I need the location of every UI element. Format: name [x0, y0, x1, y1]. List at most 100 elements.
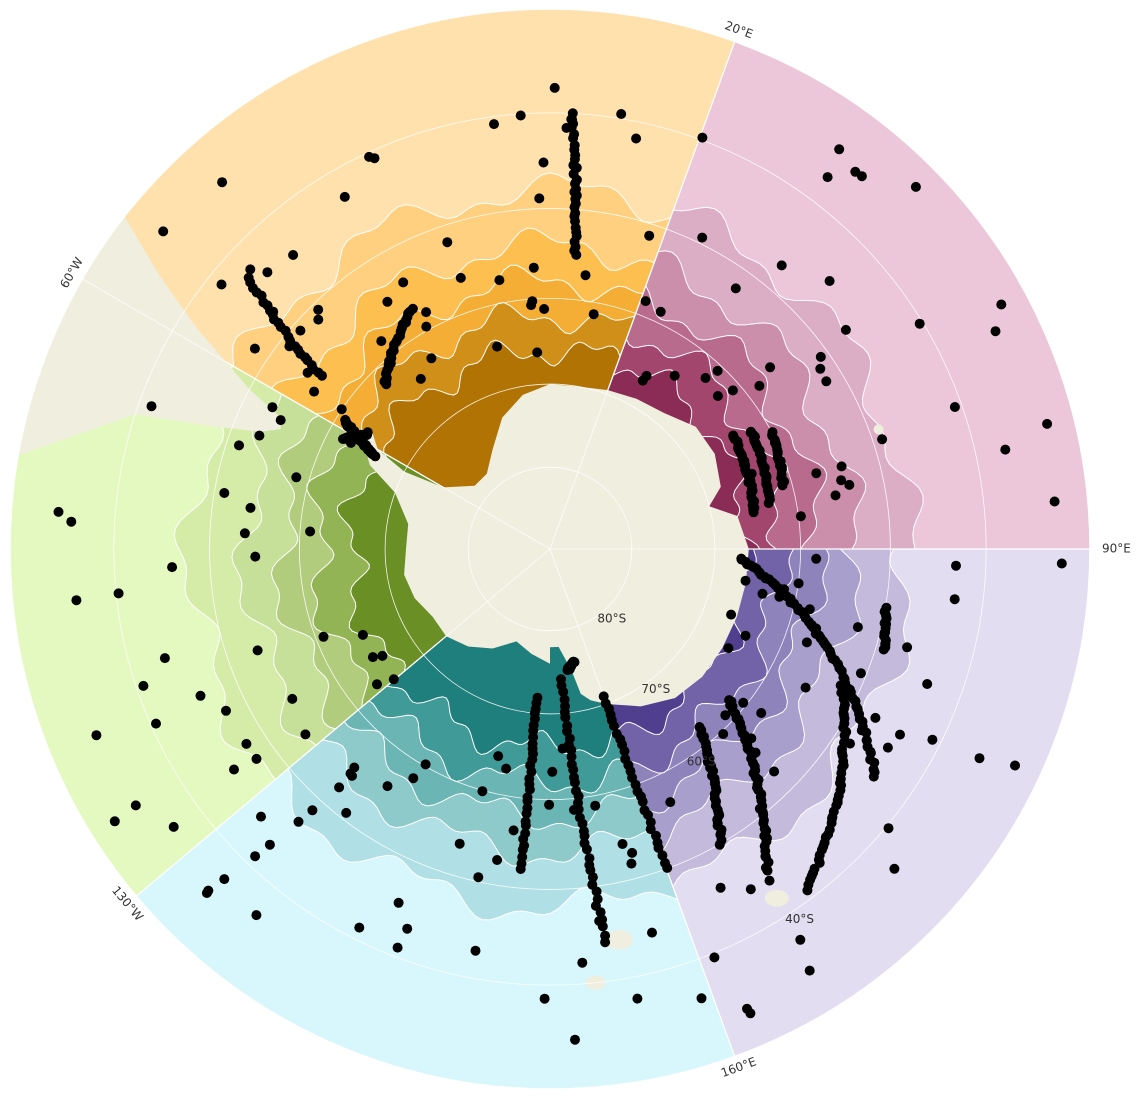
observation-point	[515, 110, 526, 121]
longitude-label: 90°E	[1102, 542, 1131, 556]
observation-point	[245, 264, 256, 275]
observation-point	[287, 693, 298, 704]
observation-point	[393, 897, 404, 908]
observation-point	[870, 712, 881, 723]
observation-point	[883, 823, 894, 834]
observation-point	[493, 751, 504, 762]
observation-point	[750, 747, 761, 758]
observation-point	[745, 1008, 756, 1019]
observation-point	[806, 620, 817, 631]
observation-point	[539, 304, 550, 314]
observation-point	[715, 882, 726, 893]
observation-point	[720, 710, 731, 721]
observation-point	[762, 865, 773, 876]
observation-point	[745, 884, 756, 895]
observation-point	[645, 824, 656, 835]
observation-point	[714, 839, 725, 850]
observation-point	[974, 753, 985, 764]
observation-point	[712, 391, 723, 401]
latitude-label: 80°S	[597, 611, 626, 625]
observation-point	[581, 844, 592, 855]
observation-point	[591, 886, 602, 897]
observation-point	[494, 275, 505, 286]
observation-point	[577, 818, 588, 829]
observation-point	[927, 734, 938, 745]
observation-point	[877, 434, 888, 445]
observation-point	[370, 451, 381, 462]
observation-point	[1042, 418, 1053, 429]
observation-point	[526, 300, 537, 311]
observation-point	[557, 743, 568, 754]
observation-point	[764, 875, 775, 886]
observation-point	[821, 376, 832, 387]
observation-point	[579, 831, 590, 841]
observation-point	[473, 872, 484, 883]
observation-point	[267, 402, 278, 413]
observation-point	[852, 622, 863, 633]
observation-point	[251, 753, 262, 764]
observation-point	[844, 479, 855, 490]
observation-point	[520, 820, 531, 831]
observation-point	[250, 551, 261, 562]
observation-point	[317, 370, 327, 381]
observation-point	[861, 727, 872, 738]
observation-point	[777, 480, 788, 491]
observation-point	[951, 560, 961, 571]
track-17	[562, 656, 580, 676]
observation-point	[359, 439, 370, 450]
observation-point	[765, 362, 776, 373]
observation-point	[571, 249, 582, 260]
observation-point	[295, 325, 306, 336]
observation-point	[415, 373, 426, 384]
observation-point	[700, 373, 711, 383]
observation-point	[801, 637, 812, 648]
observation-point	[203, 885, 214, 896]
observation-point	[740, 575, 751, 586]
observation-point	[421, 307, 432, 318]
observation-points	[53, 82, 1067, 1045]
scattered-points	[53, 82, 1067, 1045]
observation-point	[398, 277, 409, 288]
observation-point	[388, 674, 399, 685]
observation-point	[382, 296, 393, 307]
observation-point	[167, 562, 178, 573]
observation-point	[91, 730, 102, 741]
track-12	[694, 722, 727, 850]
observation-point	[795, 934, 806, 945]
observation-point	[377, 650, 388, 661]
observation-point	[517, 844, 528, 855]
observation-point	[442, 237, 453, 248]
observation-point	[539, 993, 550, 1004]
observation-point	[850, 166, 861, 177]
observation-point	[392, 942, 403, 953]
observation-point	[515, 864, 526, 874]
observation-point	[254, 430, 265, 441]
observation-point	[811, 468, 822, 479]
observation-point	[1000, 444, 1011, 455]
observation-point	[727, 385, 738, 396]
observation-point	[241, 738, 252, 749]
observation-point	[712, 365, 723, 376]
observation-point	[822, 172, 833, 183]
observation-point	[868, 771, 879, 782]
observation-point	[307, 805, 318, 816]
latitude-label: 70°S	[641, 682, 670, 696]
observation-point	[522, 795, 533, 806]
observation-point	[195, 690, 206, 701]
observation-point	[249, 343, 260, 354]
observation-point	[477, 786, 488, 797]
island-fragment	[764, 889, 789, 907]
observation-point	[532, 347, 543, 358]
observation-point	[454, 838, 465, 849]
observation-point	[492, 341, 503, 352]
observation-point	[420, 759, 431, 770]
observation-point	[291, 472, 302, 483]
observation-point	[657, 850, 668, 861]
observation-point	[990, 326, 1001, 337]
observation-point	[616, 109, 627, 119]
observation-point	[426, 353, 437, 364]
observation-point	[562, 665, 573, 676]
observation-point	[345, 768, 356, 779]
observation-point	[146, 401, 157, 412]
